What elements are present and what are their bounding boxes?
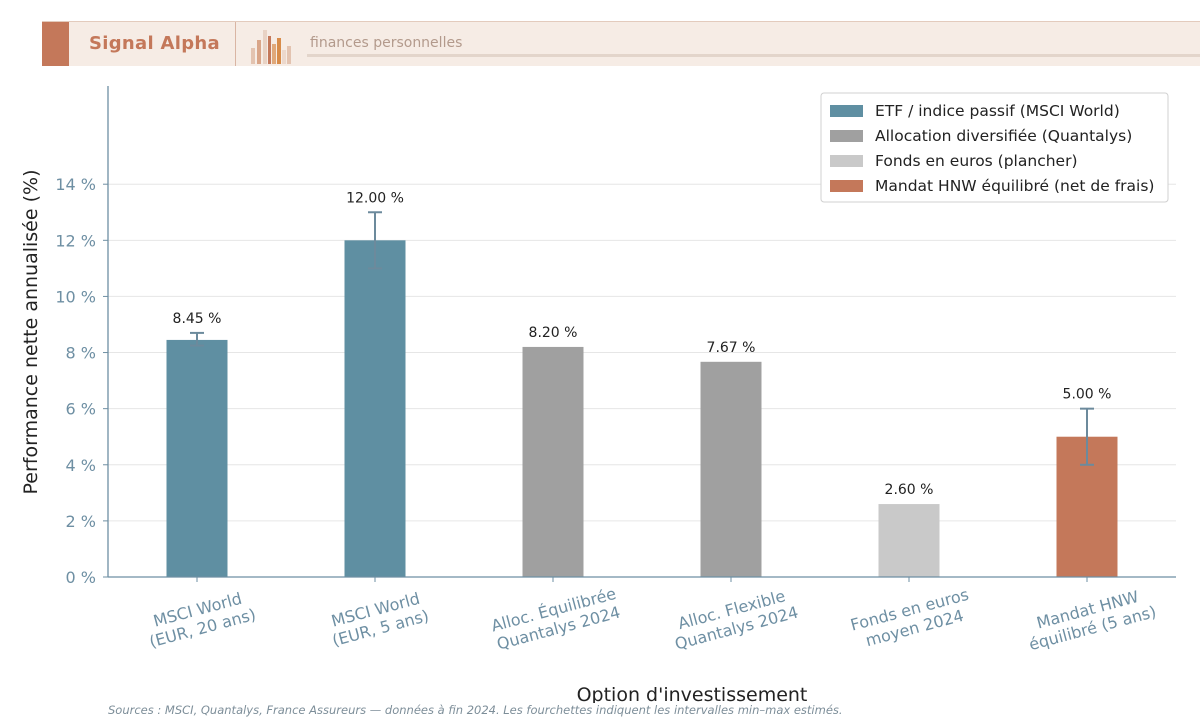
data-label: 5.00 % [1063,387,1112,403]
brand-name[interactable]: Signal Alpha [89,33,220,54]
legend-swatch [830,105,863,117]
legend-swatch [830,130,863,142]
y-tick-label: 0 % [66,568,96,587]
brand-color-block [42,22,69,66]
x-tick-label: MSCI World(EUR, 5 ans) [329,589,431,650]
legend-swatch [830,155,863,167]
data-label: 7.67 % [707,340,756,356]
legend-label: ETF / indice passif (MSCI World) [875,102,1120,120]
data-label: 2.60 % [885,482,934,498]
legend-label: Fonds en euros (plancher) [875,152,1078,170]
bar-chart: 8.45 % 12.00 % 8.20 % 7.67 % 2.60 % 5.00 % 0 … [20,86,1176,703]
data-label: 8.45 % [173,311,222,327]
y-tick-label: 10 % [55,287,96,306]
y-tick-label: 6 % [66,400,96,419]
bar-chart-logo-icon [251,30,291,64]
source-note: Sources : MSCI, Quantalys, France Assure… [108,703,843,717]
chart-legend: ETF / indice passif (MSCI World) Allocati… [820,92,1169,203]
y-tick-label: 8 % [66,344,96,363]
header-divider [235,22,236,66]
bar [522,346,584,577]
legend-box [820,92,1169,203]
legend-label: Allocation diversifiée (Quantalys) [875,127,1132,145]
tagline-rule [307,54,1200,57]
y-tick-label: 14 % [55,175,96,194]
site-header: Signal Alpha finances personnelles [42,21,1200,66]
bar-layer: 8.45 % 12.00 % 8.20 % 7.67 % 2.60 % 5.00 % [166,190,1118,578]
legend-label: Mandat HNW équilibré (net de frais) [875,177,1154,195]
y-axis-label: Performance nette annualisée (%) [20,170,42,495]
x-tick-label: MSCI World(EUR, 20 ans) [147,589,258,652]
bar [878,504,940,577]
x-axis-label: Option d'investissement [577,684,808,703]
bar [344,240,406,578]
y-tick-label: 4 % [66,456,96,475]
bar [166,339,228,577]
y-tick-label: 12 % [55,231,96,250]
grid-layer [108,183,1176,578]
data-label: 8.20 % [529,325,578,341]
data-label: 12.00 % [346,190,404,206]
header-tagline: finances personnelles [310,35,463,51]
bar [700,361,762,577]
y-tick-label: 2 % [66,512,96,531]
legend-swatch [830,180,863,192]
